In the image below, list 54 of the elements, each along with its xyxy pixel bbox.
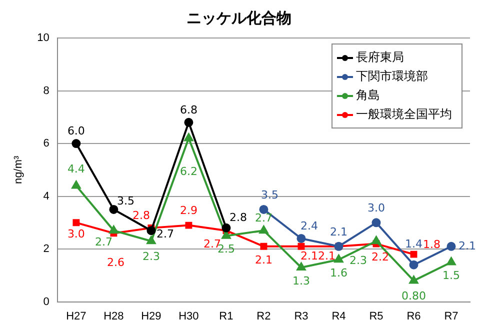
- data-label: 2.1: [330, 225, 348, 238]
- data-label: 2.8: [132, 208, 150, 222]
- data-label: 2.7: [203, 237, 221, 250]
- legend-label: 角島: [356, 88, 380, 102]
- x-tick-label: R3: [294, 310, 308, 322]
- data-label: 0.80: [401, 290, 426, 303]
- data-label: 2.1: [300, 249, 318, 262]
- y-tick-label: 0: [43, 296, 50, 308]
- y-tick-label: 2: [43, 243, 50, 256]
- data-label: 3.5: [260, 188, 278, 202]
- y-axis-title: ng/m³: [12, 156, 25, 184]
- x-tick-label: H30: [178, 310, 199, 322]
- x-tick-label: R6: [406, 310, 421, 322]
- data-label: 2.9: [180, 204, 198, 218]
- data-label: 2.4: [300, 219, 318, 232]
- data-label: 2.7: [156, 227, 174, 240]
- data-label: 2.3: [142, 250, 160, 263]
- data-label: 1.3: [292, 274, 310, 288]
- x-tick-label: H29: [141, 310, 162, 322]
- chart-title: ニッケル化合物: [186, 8, 292, 27]
- x-tick-label: R7: [444, 310, 458, 322]
- data-label: 1.8: [422, 238, 440, 252]
- data-label: 2.1: [458, 239, 476, 252]
- data-label: 3.0: [67, 228, 85, 241]
- x-tick-label: R2: [256, 310, 271, 322]
- x-tick-label: H28: [104, 310, 124, 322]
- legend-label: 下関市環境部: [356, 69, 428, 84]
- y-tick-label: 10: [37, 32, 50, 44]
- data-label: 4.4: [67, 162, 85, 176]
- data-label: 2.1: [254, 253, 272, 266]
- x-tick-label: H27: [66, 310, 86, 322]
- data-label: 1.5: [442, 269, 460, 282]
- data-label: 6.2: [180, 165, 198, 178]
- data-label: 2.3: [349, 254, 367, 267]
- x-tick-label: R5: [369, 310, 384, 322]
- data-label: 3.5: [116, 194, 134, 208]
- data-label: 2.1: [318, 249, 336, 262]
- data-label: 2.6: [106, 256, 124, 270]
- data-label: 6.8: [180, 103, 198, 116]
- legend-label: 長府東局: [356, 50, 404, 64]
- data-label: 2.8: [229, 210, 247, 224]
- data-label: 2.2: [371, 250, 389, 264]
- data-label: 1.4: [404, 238, 422, 251]
- y-tick-label: 6: [43, 138, 50, 150]
- data-label: 3.0: [367, 202, 385, 215]
- y-tick-label: 8: [43, 84, 50, 97]
- data-label: 2.7: [94, 235, 112, 248]
- x-tick-label: R4: [332, 310, 346, 322]
- x-tick-label: R1: [219, 310, 234, 322]
- data-label: 2.7: [254, 211, 272, 224]
- data-label: 1.6: [330, 266, 348, 280]
- y-tick-label: 4: [43, 190, 50, 202]
- data-label: 6.0: [67, 124, 85, 138]
- legend-label: 一般環境全国平均: [356, 107, 452, 122]
